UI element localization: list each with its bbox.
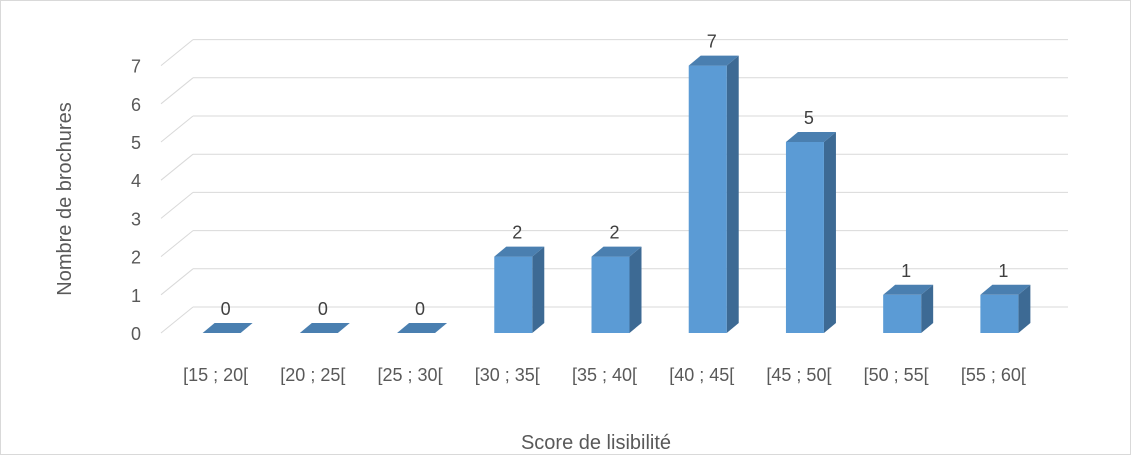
data-label: 1 <box>901 261 911 281</box>
bar-side <box>823 132 836 333</box>
bars: 0 0 0 2 2 7 5 1 1 <box>202 32 1031 333</box>
x-tick-label: [15 ; 20[ <box>183 365 248 385</box>
bar-top <box>202 323 253 333</box>
bar-front <box>785 142 824 333</box>
data-label: 5 <box>804 108 814 128</box>
x-tick-label: [30 ; 35[ <box>475 365 540 385</box>
data-label: 1 <box>998 261 1008 281</box>
bar-top <box>688 55 739 66</box>
x-axis-title: Score de lisibilité <box>521 432 671 454</box>
bar-side <box>726 55 739 333</box>
bar-front <box>591 256 630 333</box>
y-tick-label: 6 <box>131 95 141 115</box>
bar-top <box>883 284 934 295</box>
bar <box>397 323 448 333</box>
y-tick-label: 0 <box>131 324 141 344</box>
x-tick-label: [35 ; 40[ <box>572 365 637 385</box>
gridline-connector <box>160 268 194 296</box>
gridline-connector <box>160 306 194 334</box>
bar <box>202 323 253 333</box>
bar <box>688 55 739 333</box>
gridline-connector <box>160 115 194 143</box>
y-tick-label: 5 <box>131 133 141 153</box>
bar-front <box>494 256 533 333</box>
bar-front <box>883 294 922 333</box>
x-tick-label: [40 ; 45[ <box>669 365 734 385</box>
gridline-connector <box>160 153 194 181</box>
data-label: 0 <box>415 299 425 319</box>
data-label: 0 <box>221 299 231 319</box>
x-tick-label: [50 ; 55[ <box>864 365 929 385</box>
y-tick-label: 7 <box>131 57 141 77</box>
bar-side <box>1018 284 1031 333</box>
bar-top <box>397 323 448 333</box>
gridline-connector <box>160 77 194 105</box>
y-tick-label: 3 <box>131 209 141 229</box>
x-tick-label: [55 ; 60[ <box>961 365 1026 385</box>
y-tick-label: 2 <box>131 248 141 268</box>
bar <box>591 246 642 333</box>
bar-top <box>785 132 836 142</box>
gridline-connector <box>160 230 194 257</box>
x-tick-label: [45 ; 50[ <box>766 365 831 385</box>
y-axis-ticks: 0 1 2 3 4 5 6 7 <box>131 57 141 344</box>
bar <box>299 323 350 333</box>
data-label: 7 <box>707 32 717 52</box>
bar-side <box>532 246 545 333</box>
bar <box>785 132 836 333</box>
data-label: 2 <box>512 223 522 243</box>
x-tick-label: [25 ; 30[ <box>378 365 443 385</box>
bar-front <box>980 294 1019 333</box>
bar <box>883 284 934 333</box>
bar <box>494 246 545 333</box>
bar-top <box>494 246 545 257</box>
bar-front <box>688 65 727 333</box>
y-tick-label: 4 <box>131 171 141 191</box>
bar-top <box>980 284 1031 295</box>
bar-side <box>921 284 934 333</box>
gridline-connector <box>160 192 194 219</box>
bar-side <box>629 246 642 333</box>
bar-top <box>591 246 642 257</box>
gridlines <box>160 39 1068 334</box>
bar <box>980 284 1031 333</box>
data-label: 2 <box>609 223 619 243</box>
bar-top <box>299 323 350 333</box>
x-tick-label: [20 ; 25[ <box>280 365 345 385</box>
y-axis-title: Nombre de brochures <box>54 102 76 295</box>
data-label: 0 <box>318 299 328 319</box>
x-axis-ticks: [15 ; 20[ [20 ; 25[ [25 ; 30[ [30 ; 35[ [35 … <box>183 365 1026 385</box>
gridline-connector <box>160 39 194 66</box>
y-tick-label: 1 <box>131 286 141 306</box>
